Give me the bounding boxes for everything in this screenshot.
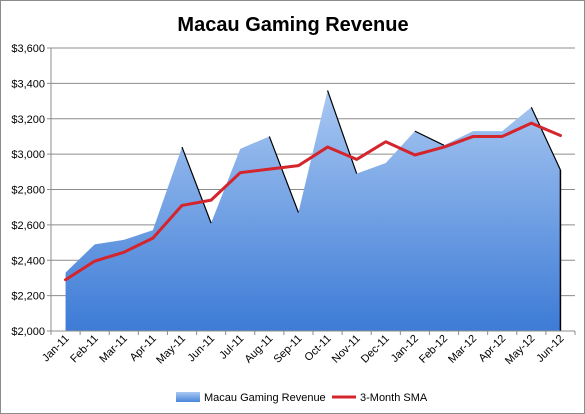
legend-label-sma: 3-Month SMA: [360, 392, 428, 404]
x-tick-label: Feb-12: [417, 333, 450, 366]
y-tick-label: $3,400: [11, 78, 45, 90]
legend-label-area: Macau Gaming Revenue: [204, 392, 326, 404]
x-tick-label: Jun-11: [186, 333, 218, 365]
x-tick-label: Mar-11: [97, 333, 130, 366]
x-tick-label: Aug-11: [242, 333, 275, 366]
x-tick-label: Dec-11: [359, 333, 392, 366]
x-tick-label: Feb-11: [68, 333, 101, 366]
area-edge-segment: [326, 90, 358, 174]
x-tick-label: Mar-12: [446, 333, 479, 366]
y-tick-label: $2,000: [11, 326, 45, 338]
area-series-layer: [65, 90, 562, 331]
y-tick-label: $2,600: [11, 220, 45, 232]
y-tick-label: $2,400: [11, 255, 45, 267]
y-tick-label: $3,200: [11, 114, 45, 126]
legend-swatch-area: [176, 392, 200, 402]
area-edge-segment: [414, 130, 445, 146]
sma-series-layer: [64, 121, 562, 282]
x-tick-label: Jan-12: [389, 333, 421, 365]
sma-line: [64, 121, 562, 282]
x-tick-label: Oct-11: [302, 333, 333, 364]
legend: Macau Gaming Revenue 3-Month SMA: [176, 392, 428, 404]
y-tick-label: $3,000: [11, 149, 45, 161]
area-edge-segment: [268, 136, 300, 213]
x-tick-label: Jun-12: [534, 333, 566, 365]
x-tick-label: May-11: [154, 333, 188, 367]
area-edge-segment: [181, 146, 212, 224]
y-tick-label: $2,200: [11, 291, 45, 303]
area-edge-segment: [530, 107, 561, 171]
x-tick-label: May-12: [503, 333, 537, 367]
x-tick-label: Nov-11: [330, 333, 363, 366]
area-series-fill: [65, 90, 561, 331]
y-tick-label: $3,600: [11, 43, 45, 55]
chart-title: Macau Gaming Revenue: [177, 14, 408, 36]
y-tick-label: $2,800: [11, 185, 45, 197]
x-tick-label: Sep-11: [272, 333, 305, 366]
